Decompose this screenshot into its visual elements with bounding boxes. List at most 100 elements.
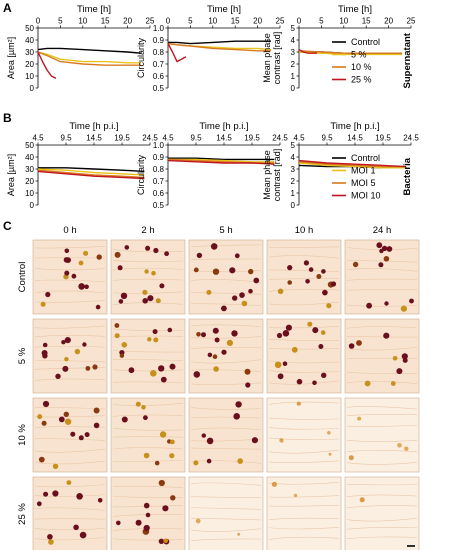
- cell-marker: [164, 251, 170, 257]
- tile-texture: [268, 427, 340, 430]
- y-tick-label: 0.7: [153, 60, 165, 69]
- tile-texture: [268, 527, 340, 530]
- tile-texture: [346, 347, 418, 351]
- cell-marker: [64, 418, 72, 425]
- x-tick-label: 0: [297, 17, 302, 26]
- cell-marker: [287, 280, 293, 285]
- cell-marker: [232, 295, 238, 301]
- micrograph-tile: [344, 476, 420, 550]
- legend-B: Control MOI 1 MOI 5 MOI 10 Bacteria: [332, 153, 413, 201]
- tile-texture: [346, 336, 418, 338]
- tile-texture: [190, 369, 262, 372]
- y-tick-label: 0.7: [153, 177, 165, 186]
- tile-texture: [34, 345, 106, 348]
- cell-marker: [142, 298, 148, 304]
- cell-marker: [121, 342, 128, 348]
- series-line-MOI10: [298, 159, 406, 168]
- cell-marker: [116, 520, 121, 526]
- x-tick-label: 0: [36, 17, 41, 26]
- cell-marker: [352, 261, 359, 268]
- tile-background: [188, 239, 264, 315]
- micrograph-tile: [32, 318, 108, 394]
- tile-texture: [190, 336, 262, 339]
- y-tick-label: 5: [291, 141, 296, 150]
- y-tick-label: 10: [25, 72, 34, 81]
- series-line-MOI5: [37, 169, 145, 179]
- cell-marker: [384, 301, 389, 306]
- x-tick-label: 20: [123, 17, 132, 26]
- tile-texture: [346, 483, 418, 486]
- tile-background: [266, 397, 342, 473]
- cell-marker: [196, 252, 203, 259]
- tile-texture: [112, 447, 184, 450]
- cell-marker: [296, 401, 301, 406]
- y-tick-label: 20: [25, 177, 34, 186]
- cell-marker: [66, 480, 72, 485]
- x-tick-label: 14.5: [86, 134, 102, 143]
- cell-marker: [193, 267, 199, 273]
- y-tick-label: 40: [25, 153, 34, 162]
- cell-marker: [85, 366, 91, 371]
- tile-texture: [190, 528, 262, 532]
- cell-marker: [196, 332, 201, 337]
- cell-marker: [158, 538, 165, 544]
- tile-texture: [346, 494, 418, 497]
- cell-marker: [119, 353, 125, 358]
- micrograph-tile: [110, 239, 186, 315]
- cell-marker: [226, 339, 233, 346]
- cell-marker: [207, 352, 213, 358]
- cell-marker: [64, 248, 70, 254]
- cell-marker: [64, 270, 70, 276]
- cell-marker: [154, 460, 160, 466]
- tile-texture: [268, 449, 340, 454]
- y-tick-label: 0.5: [153, 84, 165, 93]
- y-axis-title-a3: Mean phasecontrast [rad]: [262, 32, 282, 85]
- cell-marker: [201, 332, 206, 338]
- cell-marker: [155, 298, 161, 304]
- tile-texture: [190, 482, 262, 486]
- cell-marker: [40, 301, 46, 307]
- cell-marker: [42, 400, 50, 408]
- tile-texture: [34, 438, 106, 441]
- cell-marker: [169, 453, 175, 459]
- micrograph-tile: [188, 239, 264, 315]
- tile-texture: [346, 326, 418, 329]
- group-label-A: Supernatant: [402, 32, 413, 88]
- tile-texture: [190, 517, 262, 521]
- tile-texture: [346, 527, 418, 530]
- cell-marker: [128, 367, 135, 374]
- cell-marker: [158, 365, 165, 372]
- tile-texture: [34, 378, 106, 381]
- cell-marker: [45, 291, 51, 298]
- y-axis-title-line: Area [µm²]: [6, 37, 16, 79]
- tile-texture: [112, 350, 184, 353]
- y-tick-label: 4: [291, 36, 296, 45]
- y-tick-label: 50: [25, 141, 34, 150]
- tile-texture: [190, 496, 262, 498]
- micrograph-tile: [110, 476, 186, 550]
- tile-texture: [346, 260, 418, 263]
- tile-texture: [190, 407, 262, 410]
- tile-texture: [34, 484, 106, 488]
- tile-background: [188, 397, 264, 473]
- cell-marker: [234, 253, 240, 259]
- tile-texture: [112, 538, 184, 541]
- micrograph-tile: [344, 397, 420, 473]
- cell-marker: [64, 357, 69, 362]
- cell-marker: [383, 255, 390, 262]
- tile-texture: [346, 406, 418, 410]
- tile-texture: [346, 278, 418, 281]
- chart-b1: Time [h p.i.] 4.5 9.5 14.5 19.5 24.5 0 10 20 30 40…: [6, 121, 158, 210]
- y-axis-title-b1: Area [µm²]: [6, 154, 16, 196]
- cell-marker: [316, 274, 322, 279]
- cell-marker: [119, 350, 125, 356]
- y-axis-title-line: Mean phase: [262, 150, 272, 200]
- y-tick-label: 3: [291, 48, 296, 57]
- panel-letter-a: A: [3, 1, 12, 15]
- cell-marker: [162, 505, 169, 512]
- cell-marker: [282, 361, 288, 367]
- cell-marker: [376, 242, 383, 249]
- tile-texture: [112, 267, 184, 271]
